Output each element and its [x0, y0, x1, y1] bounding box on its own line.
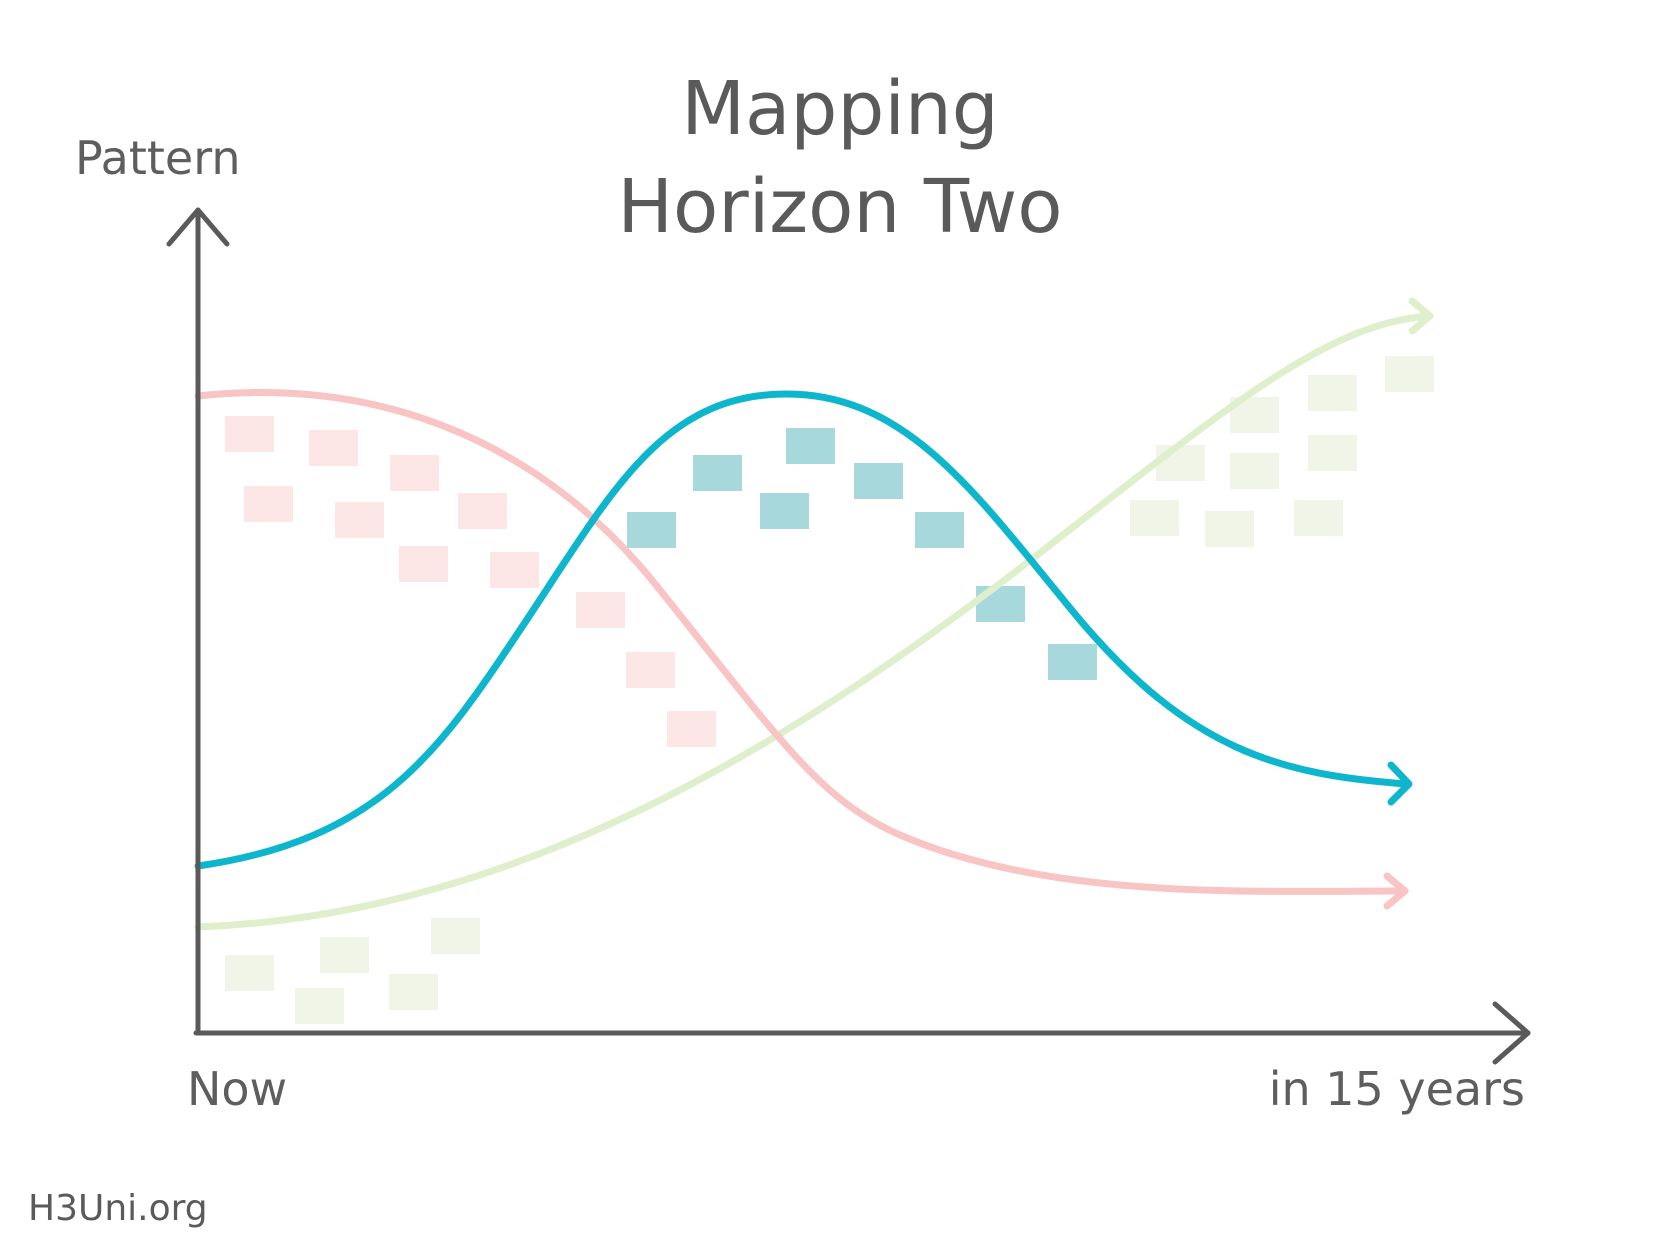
- x-axis-end-label: in 15 years: [1268, 1062, 1525, 1116]
- title-line-2: Horizon Two: [617, 164, 1063, 250]
- horizon-one-mark: [399, 546, 448, 582]
- horizon-two-mark: [627, 512, 676, 548]
- horizon-three-mark: [1385, 356, 1434, 392]
- horizon-one-mark: [309, 430, 358, 466]
- horizon-three-mark: [320, 937, 369, 973]
- horizon-three-mark: [1308, 435, 1357, 471]
- diagram-title: Mapping Horizon Two: [0, 60, 1667, 256]
- horizon-one-mark: [667, 711, 716, 747]
- horizon-one-arrowhead: [1383, 872, 1409, 910]
- x-axis-arrowhead: [1492, 1001, 1531, 1065]
- horizon-two-curve: [194, 390, 1411, 870]
- horizon-one-mark: [244, 486, 293, 522]
- x-axis-start-label: Now: [187, 1062, 288, 1116]
- horizon-two-mark: [915, 512, 964, 548]
- horizon-one-mark: [626, 652, 675, 688]
- horizon-one-mark: [335, 502, 384, 538]
- horizon-two-mark: [760, 493, 809, 529]
- horizon-three-mark: [1294, 500, 1343, 536]
- horizon-two-mark: [976, 586, 1025, 622]
- horizon-three-mark: [295, 988, 344, 1024]
- horizon-three-mark: [1308, 375, 1357, 411]
- horizon-three-mark: [1230, 453, 1279, 489]
- horizon-two-mark: [854, 463, 903, 499]
- horizon-three-mark: [389, 974, 438, 1010]
- horizon-three-mark: [1205, 511, 1254, 547]
- horizon-one-mark: [390, 455, 439, 491]
- horizon-one-mark: [490, 552, 539, 588]
- horizon-one-mark: [458, 493, 507, 529]
- horizon-two-mark: [693, 455, 742, 491]
- horizon-one-mark: [576, 592, 625, 628]
- y-axis-label: Pattern: [75, 131, 241, 185]
- horizon-one-marks: [225, 416, 716, 747]
- horizon-three-mark: [225, 955, 274, 991]
- horizon-two-mark: [1048, 644, 1097, 680]
- horizon-three-mark: [1130, 500, 1179, 536]
- horizon-one-curve: [194, 389, 1409, 895]
- horizon-two-arrowhead: [1387, 761, 1413, 806]
- footer-site-label: H3Uni.org: [28, 1188, 208, 1229]
- horizon-two-marks: [627, 428, 1097, 680]
- horizon-two-mark: [786, 428, 835, 464]
- horizon-three-curve: [194, 312, 1434, 931]
- horizon-one-mark: [225, 416, 274, 452]
- horizon-three-arrowhead: [1408, 297, 1434, 335]
- y-axis-arrowhead: [166, 207, 230, 247]
- horizon-three-mark: [1156, 445, 1205, 481]
- horizon-three-mark: [431, 918, 480, 954]
- horizon-three-marks: [225, 356, 1434, 1024]
- title-line-1: Mapping: [681, 66, 999, 152]
